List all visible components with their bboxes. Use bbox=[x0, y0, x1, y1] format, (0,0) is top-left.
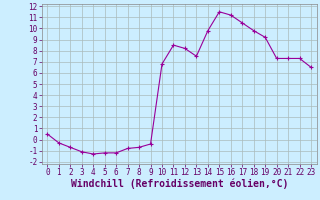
X-axis label: Windchill (Refroidissement éolien,°C): Windchill (Refroidissement éolien,°C) bbox=[70, 179, 288, 189]
